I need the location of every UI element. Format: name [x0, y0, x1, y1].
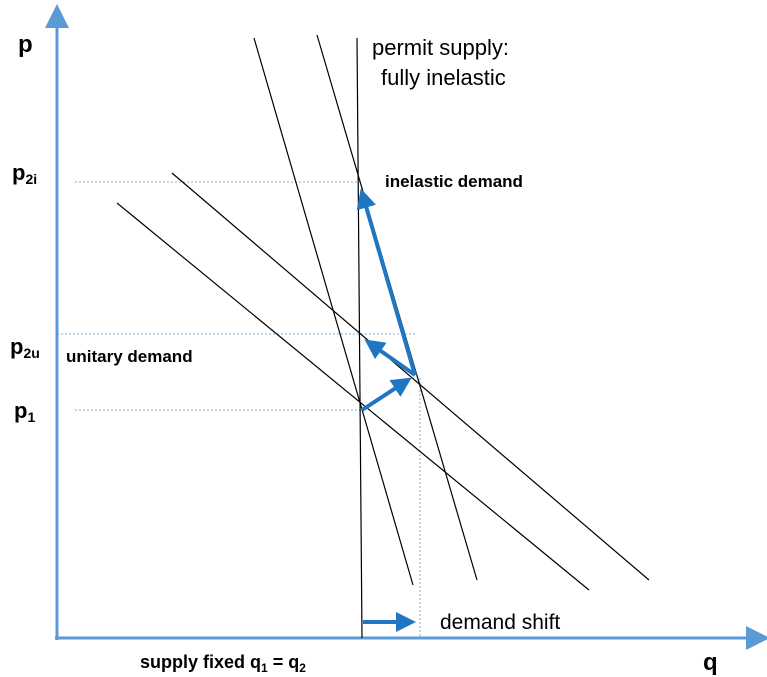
- annotation: permit supply:: [372, 35, 509, 60]
- label-part: = q: [268, 652, 300, 672]
- shift-arrow: [360, 377, 412, 412]
- axis-label: q: [703, 649, 718, 676]
- label-part: p: [14, 398, 27, 423]
- supply-line: [356, 37, 363, 639]
- label-part: p: [10, 334, 23, 359]
- label-part: 2i: [25, 171, 37, 187]
- annotation: demand shift: [440, 611, 560, 634]
- label-part: supply fixed q: [140, 652, 261, 672]
- label-part: 2: [299, 661, 306, 675]
- annotation: supply fixed q1 = q2: [140, 652, 306, 675]
- annotation: unitary demand: [66, 347, 193, 366]
- label-part: 2u: [23, 345, 39, 361]
- label-part: 1: [27, 409, 35, 425]
- label-part: p: [12, 160, 25, 185]
- annotation: inelastic demand: [385, 172, 523, 191]
- axis-label: p: [18, 31, 33, 58]
- shift-arrow: [356, 188, 417, 376]
- demand-line: [116, 202, 590, 591]
- demand-line: [171, 172, 650, 581]
- annotation: fully inelastic: [381, 65, 506, 90]
- price-label: p2u: [10, 334, 40, 361]
- label-part: 1: [261, 661, 268, 675]
- price-label: p1: [14, 398, 35, 425]
- price-label: p2i: [12, 160, 37, 187]
- shift-arrow: [364, 339, 417, 377]
